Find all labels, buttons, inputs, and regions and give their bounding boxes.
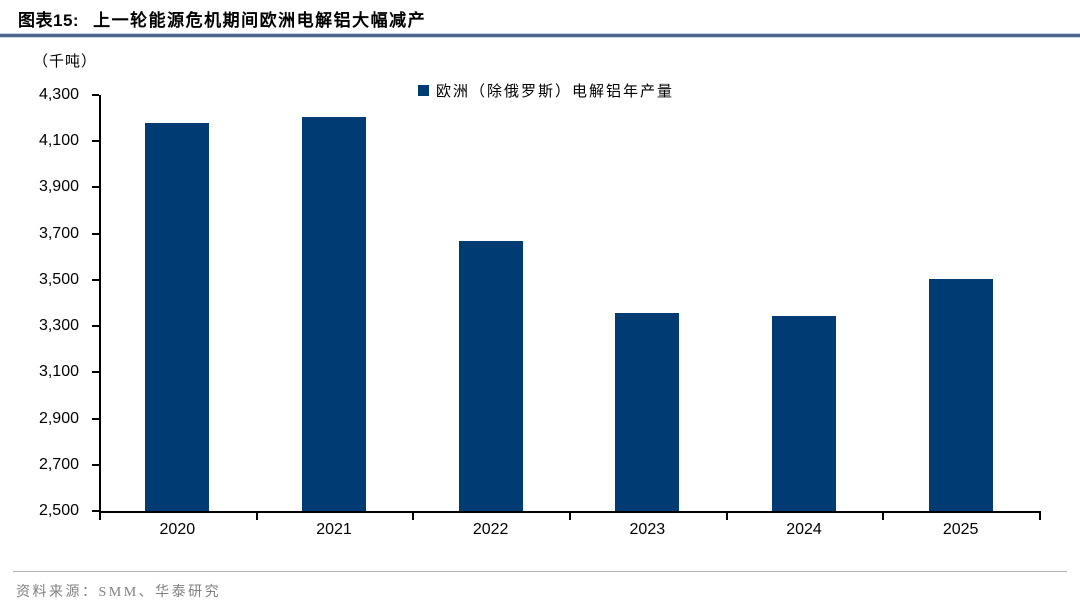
bar-2021 bbox=[302, 116, 366, 511]
chart-legend: 欧洲（除俄罗斯）电解铝年产量 bbox=[418, 80, 674, 101]
x-axis-tick-label: 2021 bbox=[316, 521, 352, 538]
y-axis-line bbox=[99, 95, 101, 513]
y-axis-tick-label: 3,100 bbox=[38, 363, 79, 381]
x-axis-tick bbox=[882, 513, 885, 520]
bar-2025 bbox=[928, 278, 993, 511]
x-axis-tick-label: 2025 bbox=[942, 521, 979, 538]
y-axis-tick bbox=[92, 94, 99, 96]
y-axis-tick-label: 2,500 bbox=[38, 502, 79, 519]
bar-2023 bbox=[615, 313, 680, 511]
x-axis-tick bbox=[725, 513, 728, 520]
y-axis-tick bbox=[92, 232, 99, 235]
y-axis-tick-label: 3,500 bbox=[38, 270, 79, 288]
x-axis-tick bbox=[1039, 513, 1041, 520]
footer-divider bbox=[13, 571, 1067, 572]
legend-series-label: 欧洲（除俄罗斯）电解铝年产量 bbox=[436, 83, 675, 100]
y-axis-tick-label: 4,100 bbox=[38, 132, 79, 150]
y-axis-tick-label: 3,900 bbox=[38, 178, 79, 196]
x-axis-tick bbox=[412, 513, 415, 520]
bar-2020 bbox=[145, 122, 210, 511]
y-axis-tick bbox=[92, 510, 99, 512]
y-axis-tick bbox=[92, 140, 99, 143]
y-axis-tick-label: 3,700 bbox=[38, 224, 79, 242]
title-divider bbox=[0, 33, 1080, 38]
y-axis-tick-label: 4,300 bbox=[38, 86, 79, 103]
x-axis-tick-label: 2023 bbox=[629, 521, 666, 538]
figure-number-label: 图表15: bbox=[18, 11, 80, 30]
chart-header: 图表15: 上一轮能源危机期间欧洲电解铝大幅减产 bbox=[18, 6, 1062, 31]
chart-title: 上一轮能源危机期间欧洲电解铝大幅减产 bbox=[93, 11, 427, 30]
x-axis-line bbox=[99, 511, 1041, 513]
x-axis-tick-label: 2024 bbox=[786, 521, 822, 538]
x-axis-tick-label: 2022 bbox=[472, 521, 509, 538]
bar-2024 bbox=[772, 315, 836, 511]
y-axis-tick bbox=[92, 463, 99, 466]
y-axis-unit-label: （千吨） bbox=[33, 53, 98, 70]
x-axis-tick bbox=[255, 513, 258, 520]
y-axis-tick bbox=[92, 417, 99, 420]
y-axis-tick bbox=[92, 278, 99, 281]
y-axis-tick bbox=[92, 325, 99, 328]
data-source-note: 资料来源：SMM、华泰研究 bbox=[16, 585, 222, 600]
y-axis-tick bbox=[92, 371, 99, 374]
legend-swatch-icon bbox=[418, 85, 429, 96]
x-axis-tick-label: 2020 bbox=[159, 521, 196, 538]
y-axis-tick-label: 2,700 bbox=[38, 455, 79, 473]
y-axis-tick-label: 3,300 bbox=[38, 317, 79, 335]
bar-2022 bbox=[458, 240, 523, 511]
x-axis-tick bbox=[99, 513, 101, 520]
y-axis-tick-label: 2,900 bbox=[38, 409, 79, 427]
x-axis-tick bbox=[569, 513, 571, 520]
y-axis-tick bbox=[92, 186, 99, 189]
